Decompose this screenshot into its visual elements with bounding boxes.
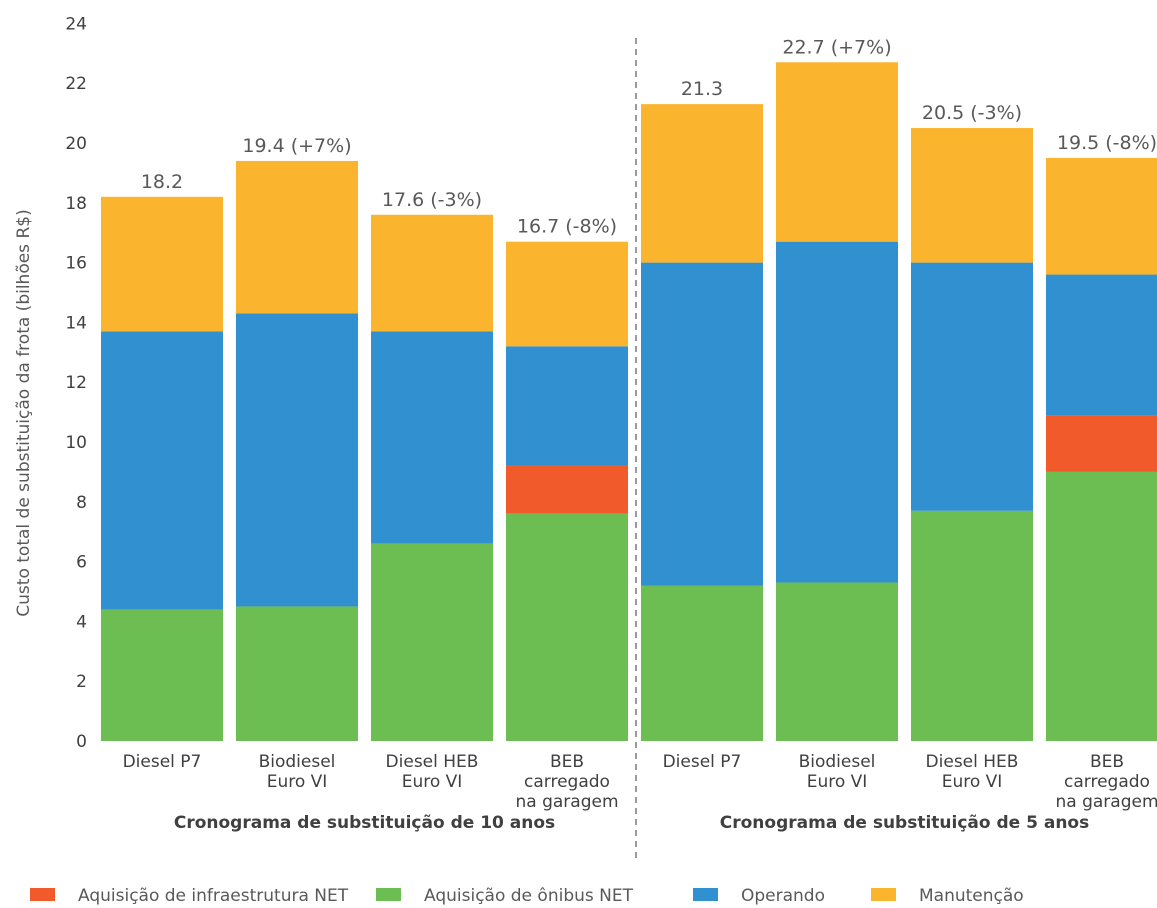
legend-label: Aquisição de infraestrutura NET (78, 886, 349, 906)
bar-total-label: 18.2 (141, 171, 183, 193)
bar-total-label: 19.4 (+7%) (242, 135, 351, 157)
y-tick-label: 18 (65, 194, 87, 214)
category-label: na garagem (515, 792, 618, 812)
bar-segment-aquisi-o-de-nibus-net (371, 543, 493, 741)
category-label: BEB (550, 752, 584, 772)
bar-segment-manuten-o (236, 160, 358, 314)
category-label: carregado (1064, 772, 1150, 792)
group-label: Cronograma de substituição de 5 anos (720, 813, 1089, 833)
legend-swatch (376, 888, 401, 901)
bar-segment-aquisi-o-de-infraestrutura-net (1046, 415, 1157, 472)
bar-segment-aquisi-o-de-nibus-net (776, 582, 898, 741)
bar-segment-aquisi-o-de-infraestrutura-net (506, 465, 628, 514)
legend-swatch (693, 888, 718, 901)
category-label: Euro VI (402, 772, 463, 792)
bar-segment-operando (236, 313, 358, 607)
y-tick-label: 6 (76, 553, 87, 573)
category-label: Euro VI (942, 772, 1003, 792)
y-tick-label: 16 (65, 254, 87, 274)
category-label: carregado (524, 772, 610, 792)
category-label: Diesel HEB (926, 752, 1019, 772)
bar-segment-aquisi-o-de-nibus-net (236, 606, 358, 741)
bar-total-label: 22.7 (+7%) (782, 36, 891, 58)
y-tick-label: 4 (76, 612, 87, 632)
bar-segment-aquisi-o-de-nibus-net (911, 510, 1033, 741)
y-tick-label: 14 (65, 313, 87, 333)
y-tick-label: 20 (65, 134, 87, 154)
legend-swatch (30, 888, 55, 901)
category-label: Diesel P7 (123, 752, 202, 772)
bar-total-label: 20.5 (-3%) (922, 102, 1022, 124)
total-labels: 18.2 19.4 (+7%) 17.6 (-3%) 16.7 (-8%) 21.3 22… (141, 36, 1157, 237)
group-label: Cronograma de substituição de 10 anos (174, 813, 555, 833)
category-label: na garagem (1055, 792, 1157, 812)
bar-total-label: 17.6 (-3%) (382, 189, 482, 211)
bar-segment-operando (371, 331, 493, 544)
bar-segment-aquisi-o-de-nibus-net (101, 609, 223, 741)
bar-segment-operando (641, 262, 763, 586)
bars (101, 62, 1157, 741)
legend: Aquisição de infraestrutura NET Aquisição… (30, 886, 1024, 906)
bar-segment-manuten-o (911, 128, 1033, 263)
bar-segment-manuten-o (101, 196, 223, 332)
y-axis-label: Custo total de substituição da frota (bi… (14, 209, 34, 616)
legend-label: Manutenção (919, 886, 1024, 906)
category-label: Biodiesel (259, 752, 336, 772)
legend-label: Aquisição de ônibus NET (424, 886, 634, 906)
group-labels: Cronograma de substituição de 10 anos Cro… (174, 813, 1089, 833)
bar-segment-manuten-o (776, 62, 898, 242)
legend-label: Operando (741, 886, 825, 906)
bar-total-label: 21.3 (681, 78, 723, 100)
bar-segment-operando (776, 241, 898, 583)
bar-segment-operando (1046, 274, 1157, 416)
bar-segment-manuten-o (1046, 157, 1157, 275)
bar-segment-operando (101, 331, 223, 610)
y-tick-label: 10 (65, 433, 87, 453)
bar-total-label: 16.7 (-8%) (517, 216, 617, 238)
bar-segment-manuten-o (506, 241, 628, 347)
category-label: BEB (1090, 752, 1124, 772)
bar-segment-manuten-o (641, 104, 763, 263)
y-tick-label: 24 (65, 14, 87, 34)
category-label: Euro VI (267, 772, 328, 792)
legend-swatch (871, 888, 896, 901)
bar-total-label: 19.5 (-8%) (1057, 132, 1157, 154)
category-label: Diesel HEB (386, 752, 479, 772)
bar-segment-manuten-o (371, 214, 493, 332)
bar-segment-aquisi-o-de-nibus-net (506, 513, 628, 741)
y-tick-label: 0 (76, 732, 87, 752)
bar-segment-aquisi-o-de-nibus-net (641, 585, 763, 741)
category-label: Euro VI (807, 772, 868, 792)
y-tick-label: 22 (65, 74, 87, 94)
y-tick-label: 8 (76, 493, 87, 513)
category-label: Diesel P7 (663, 752, 742, 772)
bar-segment-operando (911, 262, 1033, 511)
bar-segment-aquisi-o-de-nibus-net (1046, 471, 1157, 741)
category-label: Biodiesel (799, 752, 876, 772)
y-tick-label: 12 (65, 373, 87, 393)
bar-segment-operando (506, 346, 628, 466)
y-tick-label: 2 (76, 672, 87, 692)
